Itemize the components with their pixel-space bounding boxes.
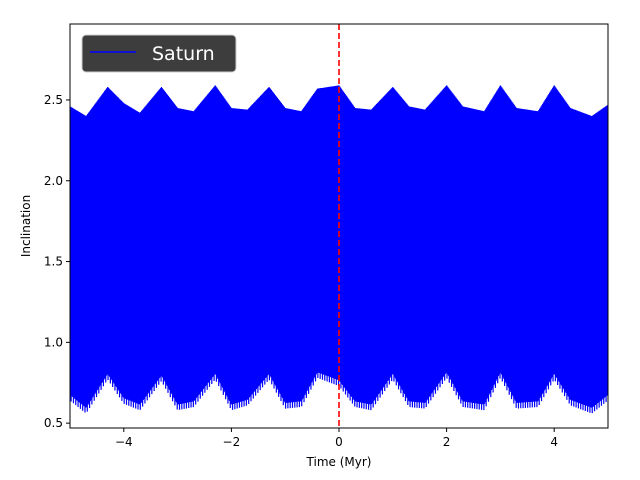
x-tick-label: −2 (223, 435, 241, 449)
legend: Saturn (81, 34, 237, 73)
x-tick-label: 4 (550, 435, 558, 449)
y-axis-label: Inclination (19, 195, 33, 257)
legend-label-saturn: Saturn (152, 43, 215, 65)
y-tick-label: 2.0 (44, 174, 63, 188)
x-tick-label: 2 (443, 435, 451, 449)
x-axis-label: Time (Myr) (306, 455, 372, 469)
y-tick-label: 1.0 (44, 335, 63, 349)
y-tick-label: 0.5 (44, 416, 63, 430)
x-tick-label: −4 (115, 435, 133, 449)
y-tick-label: 1.5 (44, 255, 63, 269)
plot-layer (70, 24, 608, 428)
legend-box (81, 34, 237, 73)
y-tick-label: 2.5 (44, 93, 63, 107)
x-tick-label: 0 (335, 435, 343, 449)
axes-layer: −4 −2 0 2 4 0.5 1.0 1.5 2.0 2.5 Time (Myr) Inclinat… (19, 23, 609, 469)
